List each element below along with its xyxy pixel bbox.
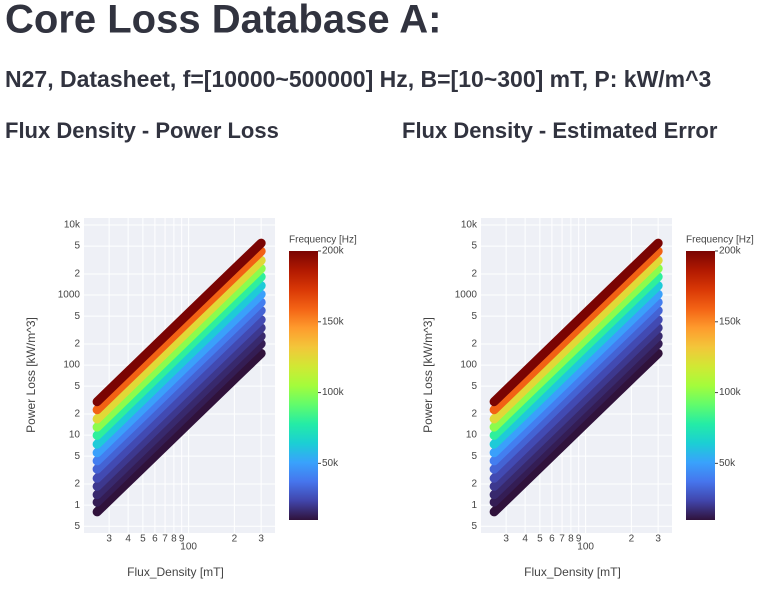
y-tick-label: 2 (471, 409, 477, 420)
data-band-line (489, 246, 663, 415)
x-tick-label: 3 (106, 534, 112, 545)
data-band-line (92, 331, 266, 500)
x-tick-label: 100 (577, 542, 594, 553)
data-band-line (92, 297, 266, 466)
x-tick-label: 9 (179, 534, 185, 545)
data-band-line (489, 272, 663, 440)
y-axis-title: Power Loss [kW/m^3] (421, 317, 435, 433)
y-tick-label: 5 (471, 311, 477, 322)
chart-title: Flux Density - Power Loss (5, 118, 279, 143)
data-band-line (92, 246, 266, 415)
x-tick-label: 3 (655, 534, 661, 545)
y-tick-label: 1000 (455, 290, 478, 301)
colorbar-tick-label: 150k (322, 316, 345, 327)
x-axis-title: Flux_Density [mT] (524, 565, 621, 579)
colorbar (289, 251, 318, 520)
y-tick-label: 10k (461, 220, 478, 231)
data-band-line (489, 339, 663, 507)
data-band-line (92, 323, 266, 491)
data-band-line (92, 348, 266, 517)
x-tick-label: 4 (522, 534, 528, 545)
y-tick-label: 5 (74, 241, 80, 252)
data-band-line (92, 306, 266, 474)
data-band-line (92, 281, 266, 449)
x-tick-label: 8 (568, 534, 574, 545)
colorbar-title: Frequency [Hz] (289, 235, 357, 246)
y-tick-label: 5 (74, 521, 80, 532)
x-tick-label: 3 (503, 534, 509, 545)
y-tick-label: 5 (471, 521, 477, 532)
y-tick-label: 1000 (58, 290, 81, 301)
y-tick-label: 2 (74, 269, 80, 280)
y-tick-label: 2 (74, 409, 80, 420)
page-subtitle: N27, Datasheet, f=[10000~500000] Hz, B=[… (5, 66, 711, 92)
x-tick-label: 7 (162, 534, 168, 545)
colorbar-title: Frequency [Hz] (686, 235, 754, 246)
x-tick-label: 2 (232, 534, 238, 545)
y-tick-label: 100 (63, 360, 80, 371)
data-band-line (489, 306, 663, 474)
x-tick-label: 8 (171, 534, 177, 545)
y-tick-label: 100 (460, 360, 477, 371)
y-axis-title: Power Loss [kW/m^3] (24, 317, 38, 433)
chart-title: Flux Density - Estimated Error (402, 118, 718, 143)
data-band-line (92, 255, 266, 424)
colorbar-tick-label: 50k (322, 458, 339, 469)
data-band-line (489, 315, 663, 483)
data-band-line (92, 315, 266, 483)
y-tick-label: 1 (74, 500, 80, 511)
y-tick-label: 2 (471, 479, 477, 490)
y-tick-label: 10 (69, 430, 81, 441)
colorbar-tick-label: 200k (322, 246, 345, 257)
y-tick-label: 5 (471, 451, 477, 462)
data-band-line (489, 264, 663, 432)
colorbar-tick-label: 100k (322, 387, 345, 398)
x-tick-label: 5 (140, 534, 146, 545)
x-tick-label: 6 (549, 534, 555, 545)
data-band-line (92, 289, 266, 458)
y-tick-label: 10 (466, 430, 478, 441)
data-band-line (489, 297, 663, 466)
x-tick-label: 6 (152, 534, 158, 545)
x-tick-label: 7 (559, 534, 565, 545)
y-tick-label: 2 (74, 479, 80, 490)
data-band-line (489, 255, 663, 424)
data-band-line (489, 331, 663, 500)
data-band-line (92, 272, 266, 440)
y-tick-label: 10k (64, 220, 81, 231)
x-tick-label: 5 (537, 534, 543, 545)
data-band-line (92, 264, 266, 432)
colorbar-tick-label: 100k (719, 387, 742, 398)
data-band-line (489, 323, 663, 491)
data-band-line (489, 348, 663, 517)
x-axis-title: Flux_Density [mT] (127, 565, 224, 579)
x-tick-label: 3 (258, 534, 264, 545)
x-tick-label: 2 (629, 534, 635, 545)
page-title: Core Loss Database A: (5, 0, 441, 42)
data-band-line (489, 289, 663, 458)
y-tick-label: 5 (74, 381, 80, 392)
y-tick-label: 2 (74, 339, 80, 350)
x-tick-label: 4 (125, 534, 131, 545)
data-band-line (92, 238, 266, 407)
y-tick-label: 5 (74, 451, 80, 462)
y-tick-label: 5 (471, 381, 477, 392)
y-tick-label: 5 (74, 311, 80, 322)
y-tick-label: 2 (471, 269, 477, 280)
colorbar-tick-label: 50k (719, 458, 736, 469)
y-tick-label: 2 (471, 339, 477, 350)
y-tick-label: 5 (471, 241, 477, 252)
y-tick-label: 1 (471, 500, 477, 511)
colorbar-tick-label: 150k (719, 316, 742, 327)
colorbar-tick-label: 200k (719, 246, 742, 257)
x-tick-label: 9 (576, 534, 582, 545)
data-band-line (92, 339, 266, 507)
colorbar (686, 251, 715, 520)
x-tick-label: 100 (180, 542, 197, 553)
data-band-line (489, 238, 663, 407)
data-band-line (489, 281, 663, 449)
